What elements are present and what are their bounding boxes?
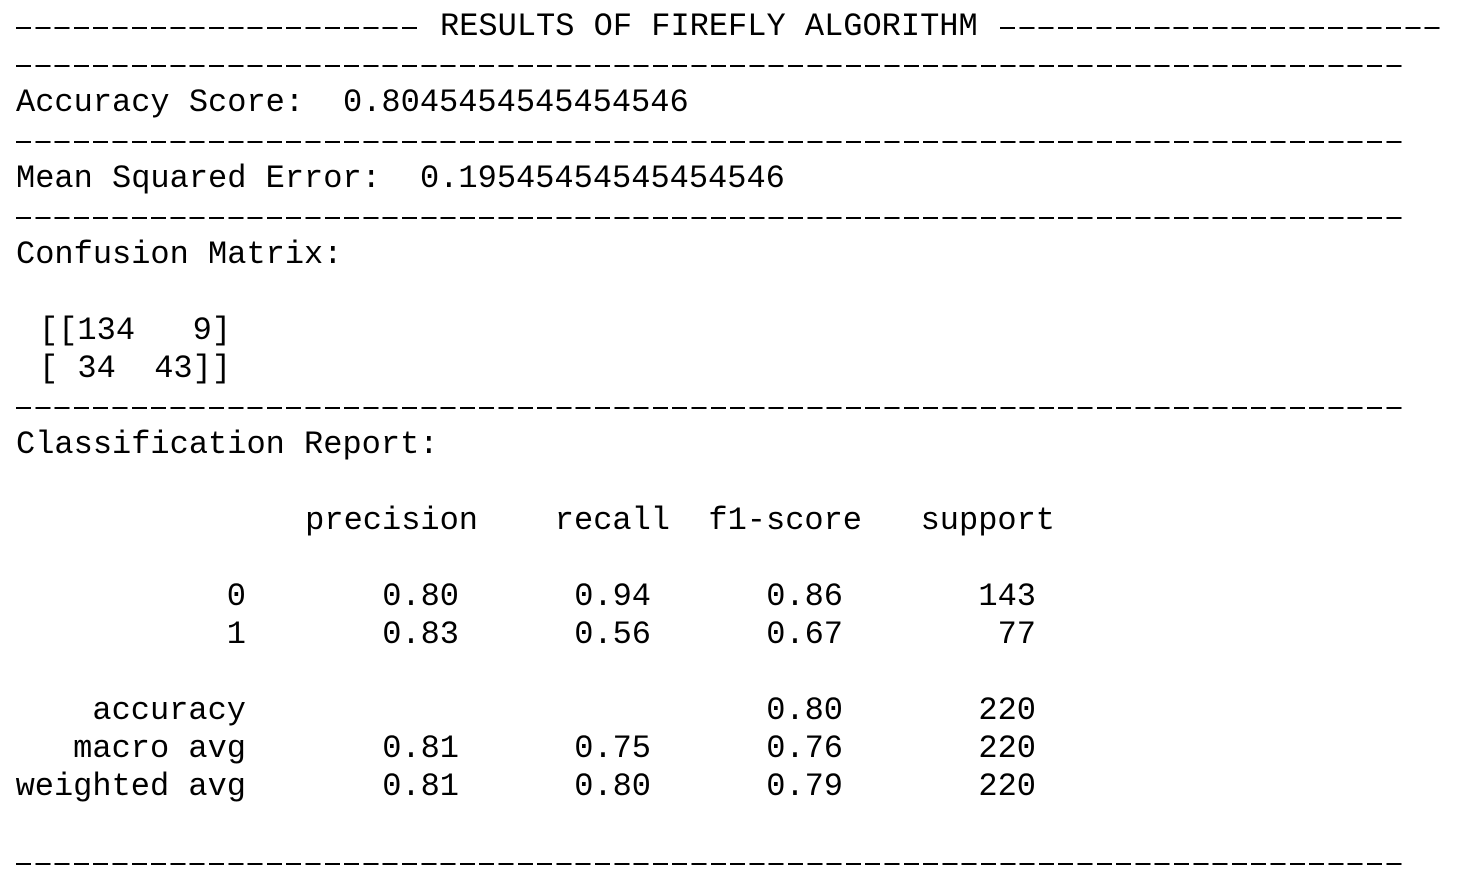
column-header: recall <box>554 502 670 539</box>
separator <box>16 65 1402 67</box>
row-label: 0 <box>226 578 246 615</box>
title: RESULTS OF FIREFLY ALGORITHM <box>440 8 978 45</box>
report-value: 0.80 <box>574 768 651 805</box>
separator <box>16 863 1402 865</box>
report-value: 0.80 <box>382 578 459 615</box>
column-header: precision <box>305 502 478 539</box>
report-value: 0.86 <box>766 578 843 615</box>
separator <box>16 141 1402 143</box>
report-value: 0.76 <box>766 730 843 767</box>
report-value: 0.80 <box>766 692 843 729</box>
report-value: 0.56 <box>574 616 651 653</box>
report-value: 0.83 <box>382 616 459 653</box>
report-value: 0.79 <box>766 768 843 805</box>
report-value: 0.67 <box>766 616 843 653</box>
accuracy-label: Accuracy Score: <box>16 84 305 121</box>
row-label: accuracy <box>92 692 246 729</box>
column-header: f1-score <box>708 502 862 539</box>
separator <box>1000 27 1442 29</box>
accuracy-value: 0.8045454545454546 <box>343 84 689 121</box>
matrix-row: [[134 9] <box>39 312 232 349</box>
row-label: 1 <box>226 616 246 653</box>
row-label: macro avg <box>73 730 246 767</box>
report-value: 0.81 <box>382 768 459 805</box>
report-value: 220 <box>978 692 1036 729</box>
separator <box>16 407 1402 409</box>
separator <box>16 27 420 29</box>
report-value: 143 <box>978 578 1036 615</box>
row-label: weighted avg <box>15 768 246 805</box>
report-value: 0.94 <box>574 578 651 615</box>
report-value: 220 <box>978 730 1036 767</box>
column-header: support <box>920 502 1055 539</box>
mse-label: Mean Squared Error: <box>16 160 381 197</box>
report-label: Classification Report: <box>16 426 439 463</box>
report-value: 220 <box>978 768 1036 805</box>
confusion-label: Confusion Matrix: <box>16 236 343 273</box>
report-value: 0.75 <box>574 730 651 767</box>
report-value: 0.81 <box>382 730 459 767</box>
separator <box>16 217 1402 219</box>
report-value: 77 <box>997 616 1036 653</box>
mse-value: 0.19545454545454546 <box>420 160 785 197</box>
matrix-row: [ 34 43]] <box>39 350 232 387</box>
